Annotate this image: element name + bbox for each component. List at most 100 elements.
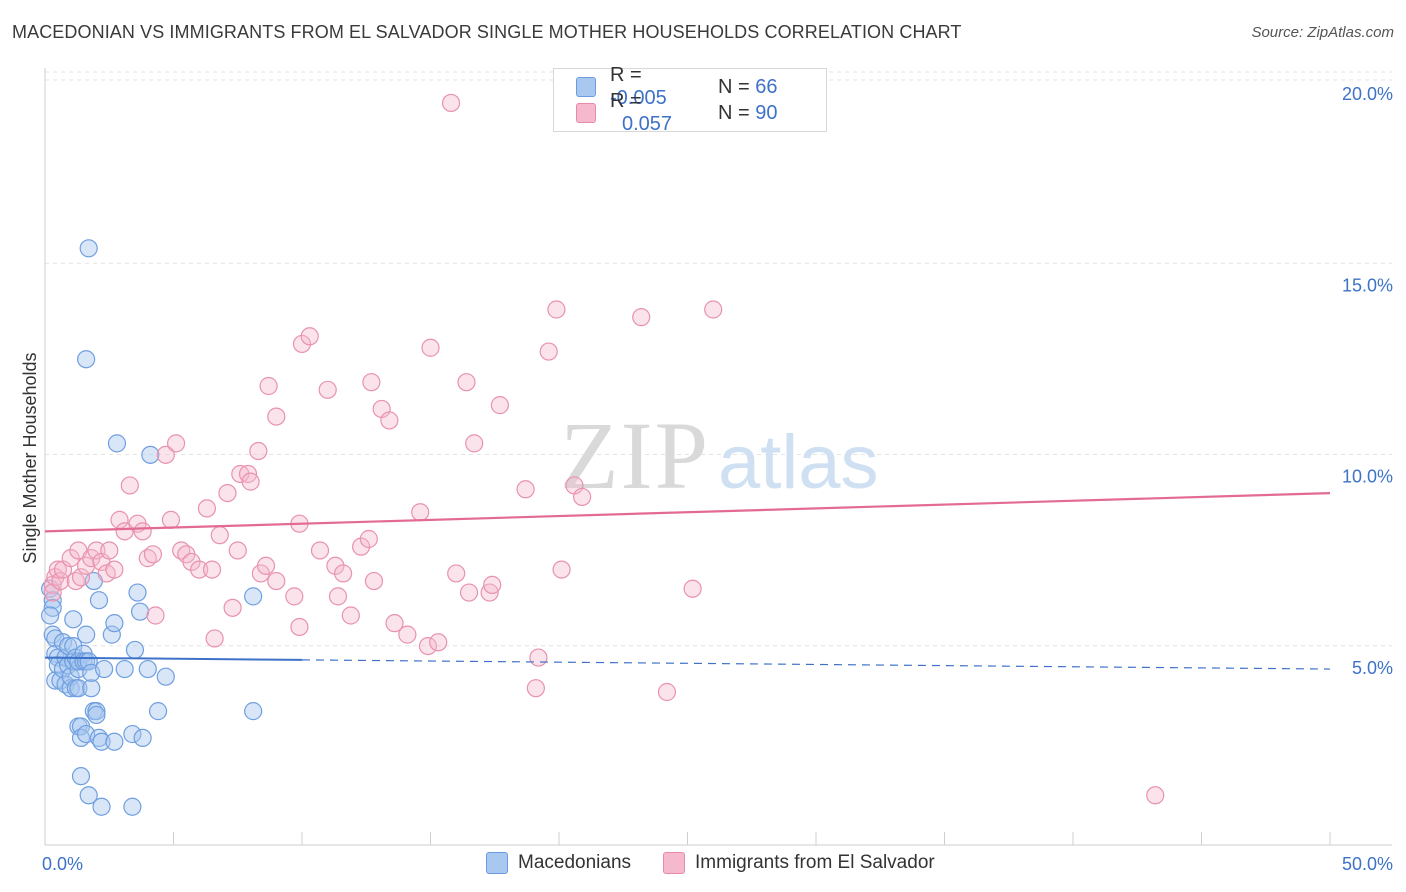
scatter-point [418, 636, 438, 656]
scatter-point [141, 445, 160, 464]
scatter-point [490, 396, 509, 415]
legend-label-el-salvador: Immigrants from El Salvador [695, 852, 935, 873]
scatter-point [156, 667, 175, 686]
scatter-point [300, 327, 319, 346]
scatter-point [210, 526, 229, 545]
scatter-point [657, 682, 677, 702]
legend-item-el-salvador[interactable]: Immigrants from El Salvador [663, 852, 935, 874]
scatter-point [483, 575, 502, 595]
scatter-point [182, 552, 201, 572]
legend-swatch-pink [663, 852, 686, 874]
scatter-point [526, 679, 545, 698]
scatter-point [364, 571, 384, 591]
series-macedonians [41, 239, 263, 816]
scatter-point [244, 702, 263, 721]
scatter-point [529, 648, 548, 667]
scatter-point [457, 373, 476, 392]
scatter-point [105, 560, 124, 579]
scatter-point [334, 564, 353, 583]
x-tick-label: 50.0% [1342, 854, 1393, 874]
scatter-point [421, 338, 440, 357]
scatter-point [148, 702, 168, 721]
scatter-point [292, 334, 312, 354]
legend-item-macedonians[interactable]: Macedonians [486, 852, 631, 874]
scatter-point [328, 587, 348, 606]
source-label: Source: ZipAtlas.com [1251, 24, 1394, 41]
axes [44, 68, 1392, 846]
scatter-point [146, 606, 165, 625]
legend-n-label: N = [718, 101, 750, 124]
correlation-legend: R = -0.005 N = 66 R = 0.057 N = 90 [553, 64, 827, 135]
y-tick-label: 5.0% [1352, 658, 1393, 678]
scatter-point [87, 705, 106, 725]
scatter-point [87, 541, 106, 560]
scatter-point [429, 633, 448, 652]
scatter-point [380, 411, 399, 430]
scatter-point [683, 579, 702, 598]
scatter-point [61, 549, 80, 568]
watermark: ZIP atlas [560, 402, 879, 509]
scatter-point [459, 583, 479, 602]
scatter-point [241, 472, 260, 491]
scatter-point [190, 560, 209, 579]
scatter-point [43, 591, 62, 610]
scatter-point [218, 484, 237, 503]
scatter-point [133, 522, 152, 541]
y-axis-label: Single Mother Households [20, 352, 40, 563]
scatter-point [102, 625, 121, 644]
scatter-point [89, 591, 109, 610]
legend-n-label: N = [718, 75, 750, 98]
scatter-point [447, 564, 466, 583]
scatter-point [632, 308, 651, 327]
scatter-point [138, 659, 157, 679]
scatter-point [92, 732, 111, 751]
scatter-point [547, 300, 566, 319]
legend-r-value-el-salvador: 0.057 [622, 113, 673, 135]
scatter-point [285, 587, 304, 606]
scatter-point [441, 93, 461, 113]
y-tick-label: 15.0% [1342, 275, 1393, 295]
scatter-point [107, 434, 127, 453]
chart-title: MACEDONIAN VS IMMIGRANTS FROM EL SALVADO… [12, 22, 962, 42]
scatter-point [318, 380, 337, 399]
trend-line-solid [44, 656, 303, 661]
scatter-point [310, 541, 330, 560]
scatter-point [573, 487, 592, 507]
scatter-point [128, 583, 147, 602]
scatter-point [130, 602, 150, 621]
scatter-point [95, 659, 114, 679]
legend-r-value-macedonians: -0.005 [610, 87, 667, 109]
y-tick-label: 10.0% [1342, 467, 1393, 487]
scatter-point [105, 614, 124, 633]
legend-row-el-salvador: R = 0.057 N = 90 [576, 90, 778, 135]
series-legend: Macedonians Immigrants from El Salvador [486, 852, 967, 874]
scatter-point [133, 728, 152, 748]
scatter-point [290, 617, 309, 637]
scatter-point [223, 598, 242, 617]
scatter-point [71, 568, 91, 587]
trend-line-dashed [301, 659, 1331, 670]
scatter-point [228, 541, 247, 560]
scatter-point [249, 441, 268, 461]
trend-lines [44, 492, 1331, 670]
scatter-point [552, 560, 571, 579]
scatter-point [120, 476, 139, 495]
tick-labels: 0.0% 50.0% 5.0% 10.0% 15.0% 20.0% [42, 84, 1393, 874]
scatter-point [48, 560, 67, 579]
scatter-point [69, 679, 88, 698]
legend-swatch-blue [576, 77, 596, 97]
scatter-point [465, 434, 484, 453]
scatter-point [115, 659, 134, 679]
legend-n-value-el-salvador: 90 [755, 101, 778, 124]
scatter-point [92, 797, 111, 816]
trend-line [44, 492, 1331, 533]
scatter-point [231, 464, 250, 484]
scatter-point [143, 545, 163, 564]
scatter-point [267, 407, 286, 426]
scatter-point [244, 587, 263, 606]
scatter-point [77, 350, 96, 369]
scatter-point [516, 480, 535, 499]
scatter-point [64, 610, 83, 629]
x-tick-label: 0.0% [42, 854, 83, 874]
